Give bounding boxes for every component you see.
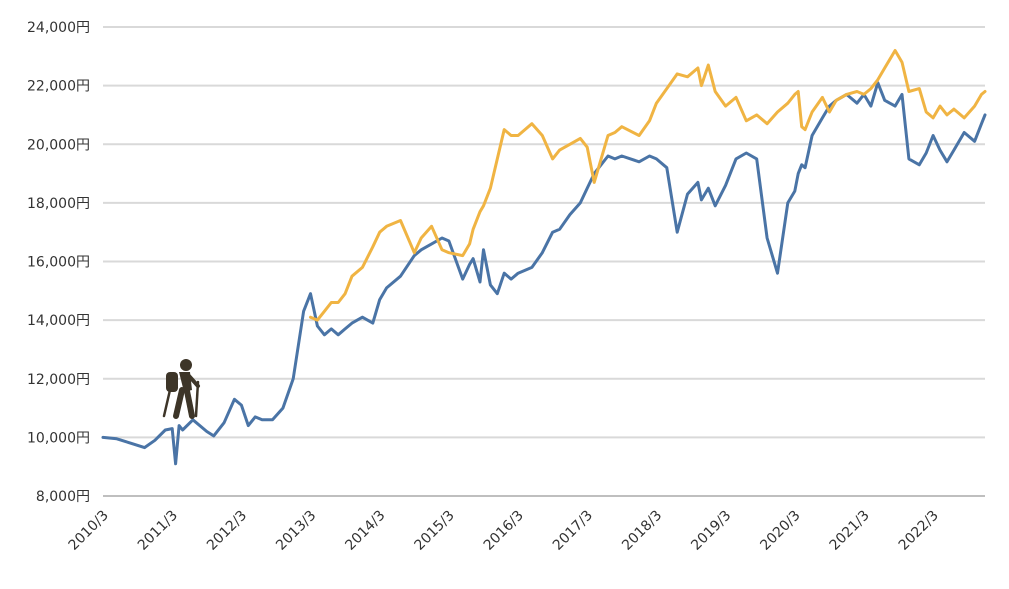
y-axis-tick-labels: 8,000円 10,000円 12,000円 14,000円 16,000円 18,000… [27, 20, 90, 505]
y-tick-label: 12,000円 [27, 372, 90, 388]
x-tick-label: 2011/3 [135, 508, 181, 554]
x-axis-tick-labels: 2010/3 2011/3 2012/3 2013/3 2014/3 2015/3 2016… [66, 508, 942, 554]
hiker-icon [162, 359, 200, 419]
x-tick-label: 2015/3 [412, 508, 458, 554]
x-tick-label: 2018/3 [619, 508, 665, 554]
series-line-orange [309, 49, 987, 322]
x-tick-label: 2021/3 [827, 508, 873, 554]
x-tick-label: 2014/3 [342, 508, 388, 554]
y-tick-label: 20,000円 [27, 137, 90, 153]
gridlines [103, 26, 985, 497]
y-tick-label: 10,000円 [27, 430, 90, 446]
y-tick-label: 16,000円 [27, 255, 90, 271]
x-tick-label: 2020/3 [757, 508, 803, 554]
x-tick-label: 2019/3 [688, 508, 734, 554]
x-tick-label: 2012/3 [204, 508, 250, 554]
y-tick-label: 22,000円 [27, 79, 90, 95]
y-tick-label: 14,000円 [27, 313, 90, 329]
x-tick-label: 2016/3 [481, 508, 527, 554]
y-tick-label: 8,000円 [36, 489, 90, 505]
x-tick-label: 2017/3 [550, 508, 596, 554]
series-lines [101, 49, 987, 466]
series-line-blue [101, 81, 987, 466]
x-tick-label: 2022/3 [896, 508, 942, 554]
x-tick-label: 2013/3 [273, 508, 319, 554]
x-tick-label: 2010/3 [66, 508, 112, 554]
y-tick-label: 18,000円 [27, 196, 90, 212]
y-tick-label: 24,000円 [27, 20, 90, 36]
